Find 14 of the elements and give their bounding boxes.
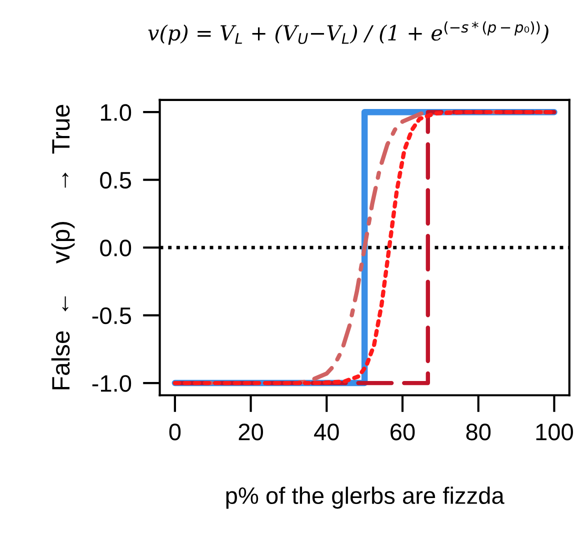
y-tick-label: -0.5 [92,307,132,324]
x-tick-label: 80 [466,424,491,440]
x-tick-label: 100 [536,424,573,440]
x-tick-label: 60 [390,424,415,440]
x-tick-label: 0 [169,424,181,440]
chart-title: v(p) = V$_{L}$ + (V$_{U}$−V$_{L}$) / (1 + e$^{(−s*(p−p₀))}$) [148,21,548,45]
y-tick-label: 1.0 [100,104,132,121]
y-axis-title: False ← v(p) → True [51,104,75,390]
x-tick-label: 40 [314,424,339,440]
y-tick-label: -1.0 [92,375,132,392]
y-tick-label: 0.5 [100,172,132,189]
x-tick-label: 20 [238,424,264,440]
y-tick-label: 0.0 [100,240,132,256]
x-axis-title: p% of the glerbs are fizzda [226,486,504,509]
